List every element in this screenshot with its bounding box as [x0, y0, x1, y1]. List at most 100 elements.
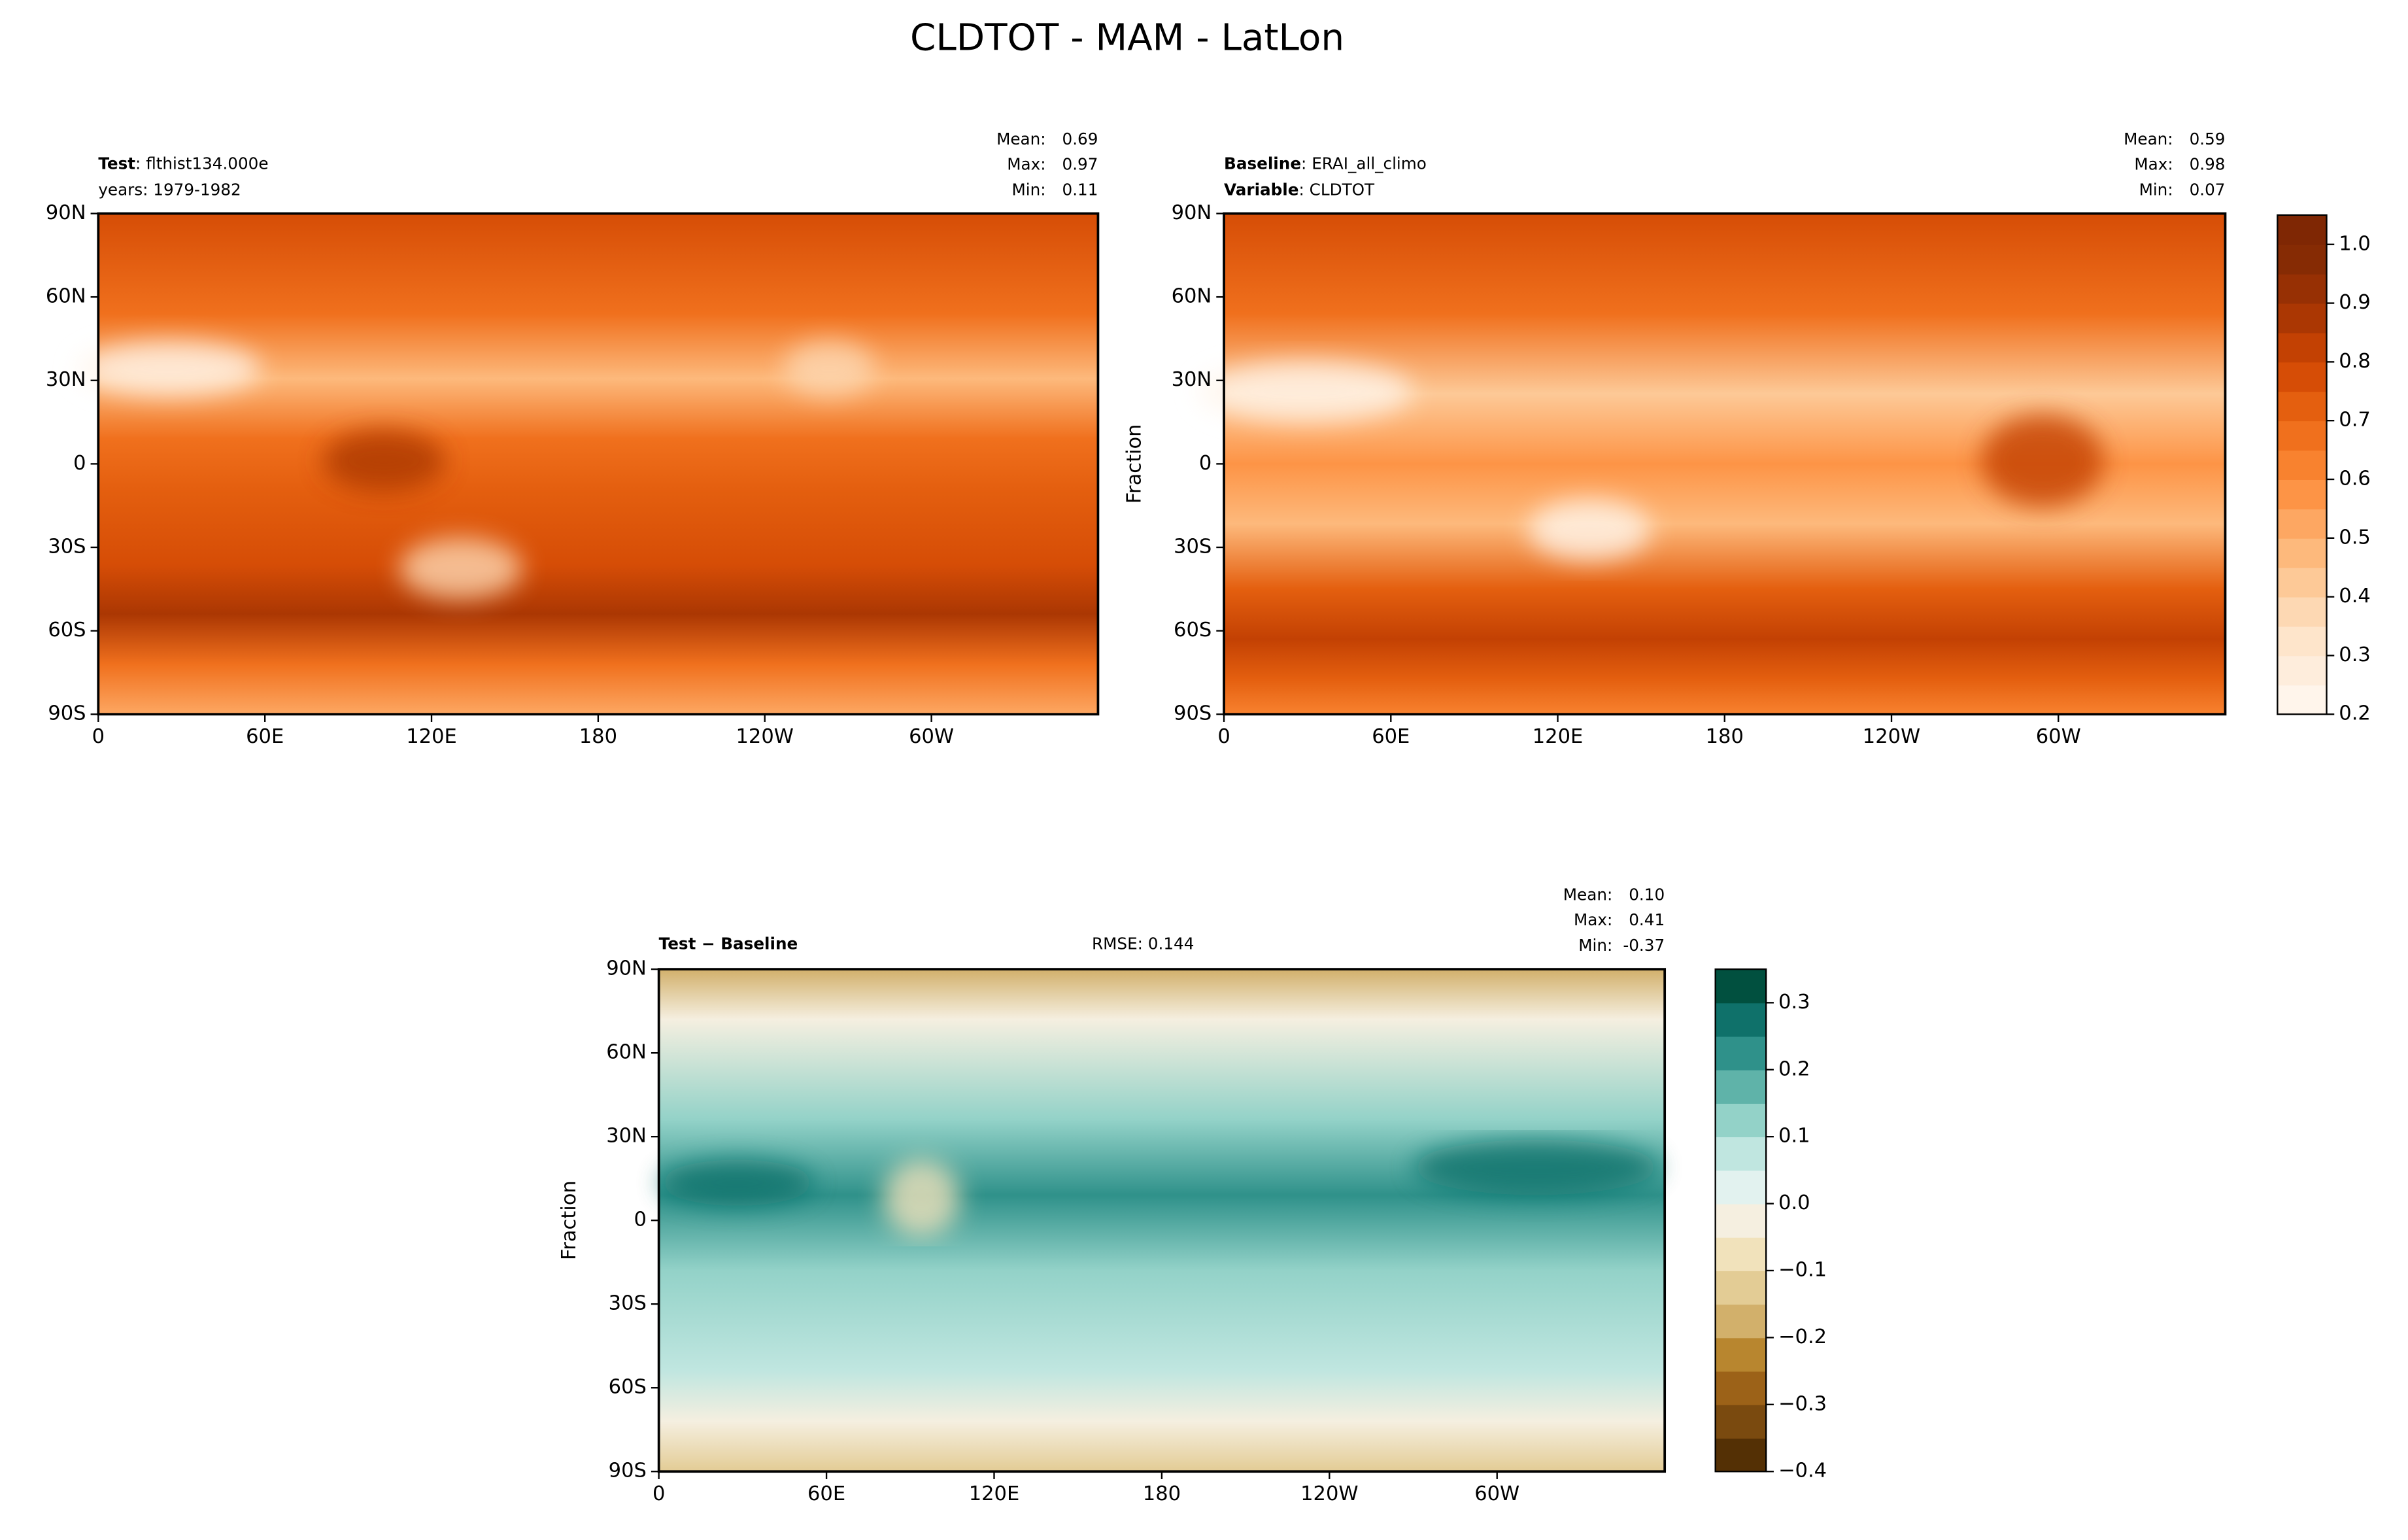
y-tick-label: 30N	[46, 368, 86, 391]
colorbar-band	[1715, 1170, 1767, 1205]
header-label: Test − Baseline	[659, 934, 798, 953]
colorbar-band	[1715, 1337, 1767, 1372]
x-tick-label: 120E	[969, 1482, 1020, 1505]
y-tick-label: 0	[1199, 452, 1212, 475]
colorbar-tick-label: −0.2	[1778, 1326, 1827, 1348]
colorbar-tick-label: 0.6	[2339, 468, 2371, 490]
x-tick-label: 60W	[1474, 1482, 1519, 1505]
colorbar-tick-label: 0.4	[2339, 585, 2371, 607]
colorbar-band	[2277, 273, 2327, 304]
x-tick-label: 180	[579, 725, 617, 748]
colorbar-band	[1715, 1371, 1767, 1405]
colorbar-tick-label: −0.1	[1778, 1258, 1827, 1281]
colorbar-band	[2277, 450, 2327, 480]
stat-value: 0.07	[2190, 180, 2226, 199]
x-tick-label: 60W	[2036, 725, 2081, 748]
stat-label: Min:	[1012, 180, 1046, 199]
x-tick-label: 120E	[406, 725, 457, 748]
colorbar-band	[1715, 1036, 1767, 1070]
map-field	[76, 213, 2226, 1472]
y-tick-label: 90N	[1172, 201, 1212, 224]
header-label: Variable	[1224, 180, 1298, 199]
colorbar-tick-label: −0.3	[1778, 1392, 1827, 1415]
colorbar-frame	[1714, 968, 1767, 1473]
stat-label: Min:	[2139, 180, 2173, 199]
header-label: Baseline	[1224, 154, 1301, 173]
y-tick-label: 60N	[46, 285, 86, 308]
colorbar-band	[2277, 391, 2327, 422]
stat-label: Max:	[2134, 155, 2173, 174]
stat-value: 0.41	[1629, 910, 1665, 929]
y-tick-label: 60S	[1174, 619, 1212, 642]
header-text: : ERAI_all_climo	[1301, 154, 1427, 173]
panel-header: Baseline: ERAI_all_climo	[1224, 154, 1427, 173]
colorbar-tick-label: 0.0	[1778, 1191, 1810, 1214]
stat-label: Mean:	[996, 129, 1046, 148]
x-tick-label: 120W	[736, 725, 794, 748]
colorbar-band	[2277, 538, 2327, 568]
stat-label: Mean:	[2124, 129, 2173, 148]
colorbar-band	[1715, 1270, 1767, 1305]
stat-label: Max:	[1007, 155, 1045, 174]
colorbar-band	[1715, 1203, 1767, 1238]
y-tick-label: 30S	[1174, 535, 1212, 558]
header-text: : CLDTOT	[1298, 180, 1375, 199]
colorbar-band	[2277, 655, 2327, 686]
stat-label: Max:	[1574, 910, 1612, 929]
stat-value: 0.59	[2190, 129, 2226, 148]
panel-header: Variable: CLDTOT	[1224, 180, 1375, 199]
colorbar-band	[2277, 332, 2327, 363]
y-tick-label: 30N	[1172, 368, 1212, 391]
colorbar-band	[1715, 1438, 1767, 1473]
colorbar-frame	[2277, 214, 2328, 715]
stat-value: 0.11	[1062, 180, 1098, 199]
y-tick-label: 60S	[609, 1376, 647, 1399]
y-tick-label: 60N	[1172, 285, 1212, 308]
figure-title: CLDTOT - MAM - LatLon	[910, 17, 1344, 60]
x-tick-label: 60E	[807, 1482, 845, 1505]
y-tick-label: 60N	[606, 1041, 647, 1064]
colorbar-band	[1715, 1103, 1767, 1138]
x-tick-label: 180	[1143, 1482, 1181, 1505]
y-tick-label: 90S	[609, 1460, 647, 1482]
stat-value: 0.10	[1629, 885, 1665, 904]
y-tick-label: 90N	[46, 201, 86, 224]
panel-header: Test: flthist134.000e	[98, 154, 268, 173]
x-tick-label: 120W	[1300, 1482, 1358, 1505]
colorbar-band	[1715, 1137, 1767, 1171]
stat-value: 0.97	[1062, 155, 1098, 174]
y-axis-label: Fraction	[1123, 424, 1145, 504]
colorbar-tick-label: 0.8	[2339, 350, 2371, 373]
x-tick-label: 120E	[1533, 725, 1584, 748]
y-tick-label: 90S	[1174, 702, 1212, 725]
colorbar-band	[1715, 969, 1767, 1004]
y-tick-label: 30S	[609, 1292, 647, 1315]
x-tick-label: 60E	[246, 725, 284, 748]
y-tick-label: 90N	[606, 957, 647, 980]
y-tick-label: 0	[634, 1208, 646, 1231]
colorbar-tick-label: 0.2	[1778, 1057, 1810, 1080]
stat-label: Mean:	[1563, 885, 1613, 904]
panel-header: years: 1979-1982	[98, 180, 241, 199]
colorbar-band	[2277, 567, 2327, 598]
colorbar-tick-label: 0.7	[2339, 409, 2371, 432]
colorbar-tick-label: 0.3	[2339, 643, 2371, 666]
y-tick-label: 90S	[48, 702, 86, 725]
colorbar-band	[2277, 420, 2327, 451]
stat-label: Min:	[1578, 936, 1612, 955]
stat-value: -0.37	[1623, 936, 1665, 955]
colorbar-tick-label: −0.4	[1778, 1460, 1827, 1482]
colorbar-band	[2277, 214, 2327, 245]
x-tick-label: 0	[92, 725, 105, 748]
colorbar-tick-label: 0.1	[1778, 1125, 1810, 1148]
stat-value: 0.69	[1062, 129, 1098, 148]
colorbar-band	[2277, 479, 2327, 509]
colorbar-band	[1715, 1002, 1767, 1037]
x-tick-label: 60E	[1372, 725, 1410, 748]
y-tick-label: 0	[73, 452, 86, 475]
header-text: : flthist134.000e	[135, 154, 268, 173]
colorbar-tick-label: 1.0	[2339, 232, 2371, 255]
y-tick-label: 30N	[606, 1125, 647, 1148]
y-tick-label: 60S	[48, 619, 86, 642]
